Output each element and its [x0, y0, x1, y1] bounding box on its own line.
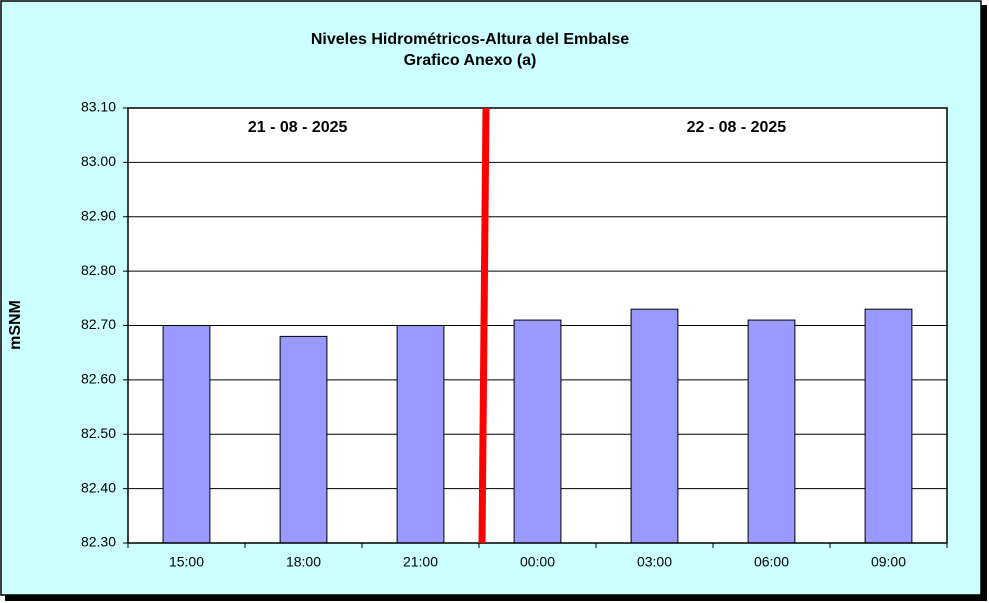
plot-layer: 82.30 82.40 82.50 82.60 82.70 82.80 82.90 83.00…: [81, 99, 948, 570]
bar: [513, 319, 562, 544]
bar: [630, 308, 679, 544]
y-tick-label: 83.10: [81, 99, 116, 115]
y-axis-label: mSNM: [7, 300, 24, 350]
bar: [396, 325, 445, 544]
chart-subtitle: Grafico Anexo (a): [404, 52, 537, 69]
day-separator: [478, 107, 490, 544]
x-tick-label: 15:00: [169, 554, 204, 570]
x-tick-label: 09:00: [871, 554, 906, 570]
x-tick-label: 18:00: [286, 554, 321, 570]
x-tick-label: 03:00: [637, 554, 672, 570]
chart-title: Niveles Hidrométricos-Altura del Embalse: [311, 31, 629, 48]
y-tick-label: 82.90: [81, 207, 116, 223]
x-tick-label: 06:00: [754, 554, 789, 570]
y-tick-label: 82.30: [81, 534, 116, 550]
y-tick-label: 82.40: [81, 479, 116, 495]
bar: [864, 308, 913, 544]
date-annotation: 22 - 08 - 2025: [687, 119, 787, 136]
x-tick-label: 00:00: [520, 554, 555, 570]
y-tick-label: 82.50: [81, 425, 116, 441]
y-tick-label: 82.60: [81, 371, 116, 387]
x-tick-label: 21:00: [403, 554, 438, 570]
y-tick-label: 82.80: [81, 262, 116, 278]
bar: [162, 325, 211, 544]
bar: [279, 335, 328, 544]
plot-border: [127, 107, 948, 544]
date-annotation: 21 - 08 - 2025: [248, 119, 348, 136]
y-tick-label: 82.70: [81, 316, 116, 332]
y-tick-label: 83.00: [81, 153, 116, 169]
bar: [747, 319, 796, 544]
